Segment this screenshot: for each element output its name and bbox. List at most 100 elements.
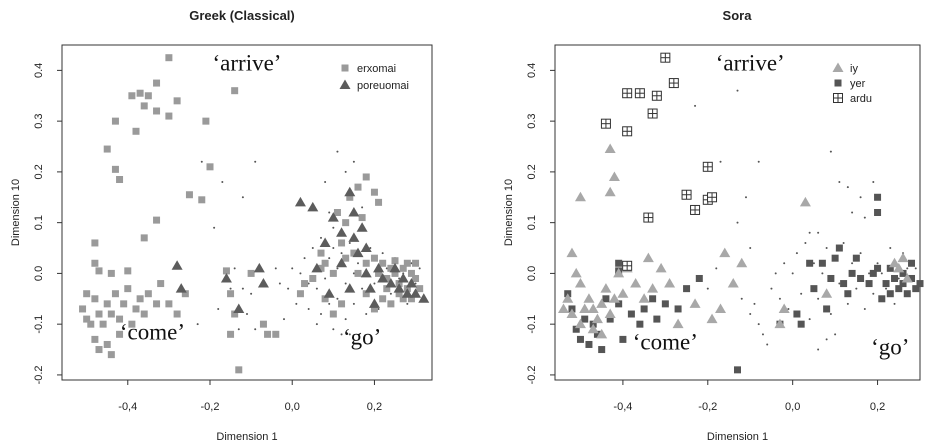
x-tick-label: -0,4 [613, 401, 632, 413]
data-point [213, 226, 216, 229]
data-point [373, 262, 385, 273]
data-point [797, 320, 805, 328]
data-point [791, 272, 794, 275]
data-point [863, 216, 866, 219]
data-point [352, 247, 364, 258]
x-tick-label: 0,2 [870, 401, 885, 413]
data-point [808, 318, 811, 321]
data-point [389, 292, 392, 295]
data-point [328, 211, 331, 214]
data-point [757, 323, 760, 326]
data-point [389, 262, 401, 273]
data-point [715, 267, 718, 270]
data-point [829, 313, 832, 316]
data-point [362, 290, 370, 298]
series-erxomai [79, 54, 424, 374]
legend-label: erxomai [357, 63, 396, 75]
data-point [566, 308, 578, 319]
data-point [362, 173, 370, 181]
data-point [838, 282, 841, 285]
data-point [749, 313, 752, 316]
data-point [317, 264, 325, 272]
data-point [144, 92, 152, 100]
annotation-label: ‘arrive’ [716, 50, 785, 75]
data-point [171, 260, 183, 270]
data-point [806, 259, 814, 267]
data-point [804, 241, 807, 244]
data-point [622, 126, 633, 137]
data-point [587, 303, 599, 313]
data-point [852, 254, 860, 262]
data-point [874, 193, 882, 201]
data-point [895, 285, 903, 293]
data-point [329, 269, 337, 277]
data-point [838, 181, 841, 184]
data-point [340, 252, 343, 255]
data-point [793, 310, 801, 318]
data-point [403, 259, 411, 267]
data-point [111, 290, 119, 298]
data-point [783, 262, 786, 265]
data-point [557, 303, 569, 313]
data-point [851, 211, 854, 214]
data-point [185, 191, 193, 199]
data-point [206, 163, 214, 171]
data-point [914, 267, 917, 270]
data-point [800, 292, 803, 295]
data-point [863, 307, 866, 310]
data-point [264, 330, 272, 338]
data-point [321, 259, 329, 267]
data-point [132, 305, 140, 313]
data-point [636, 320, 644, 328]
data-point [328, 302, 331, 305]
data-point [627, 310, 635, 318]
data-point [846, 302, 849, 305]
data-point [383, 274, 391, 282]
data-point [79, 305, 87, 313]
series-background-dots [196, 150, 421, 336]
data-point [375, 198, 383, 206]
data-point [727, 278, 739, 288]
data-point [241, 287, 244, 290]
data-point [116, 330, 124, 338]
data-point [295, 302, 298, 305]
data-point [619, 335, 627, 343]
data-point [740, 297, 743, 300]
data-point [344, 318, 347, 321]
data-point [649, 295, 657, 303]
annotation-label: ‘come’ [120, 319, 185, 344]
y-tick-label: -0.1 [33, 315, 45, 334]
data-point [827, 274, 835, 282]
data-point [278, 282, 281, 285]
data-point [410, 288, 422, 298]
data-point [889, 247, 892, 250]
data-point [317, 249, 325, 257]
data-point [630, 278, 642, 288]
data-point [303, 257, 306, 260]
data-point [364, 283, 376, 293]
data-point [694, 104, 697, 107]
data-point [719, 247, 731, 258]
legend-label: yer [850, 78, 866, 90]
data-point [753, 302, 756, 305]
data-point [344, 283, 356, 293]
data-point [323, 288, 335, 298]
y-tick-label: 0.0 [33, 266, 45, 281]
data-point [812, 262, 815, 265]
data-point [377, 307, 380, 310]
data-point [356, 222, 368, 232]
y-tick-label: -0.2 [526, 365, 538, 384]
data-point [299, 272, 302, 275]
series-poreuomai [171, 186, 430, 313]
data-point [83, 315, 91, 323]
data-point [634, 88, 645, 99]
data-point [702, 161, 713, 172]
data-point [235, 366, 243, 374]
data-point [651, 90, 662, 101]
data-point [379, 259, 387, 267]
data-point [370, 254, 378, 262]
data-point [916, 280, 924, 288]
data-point [912, 285, 920, 293]
data-point [348, 232, 360, 242]
